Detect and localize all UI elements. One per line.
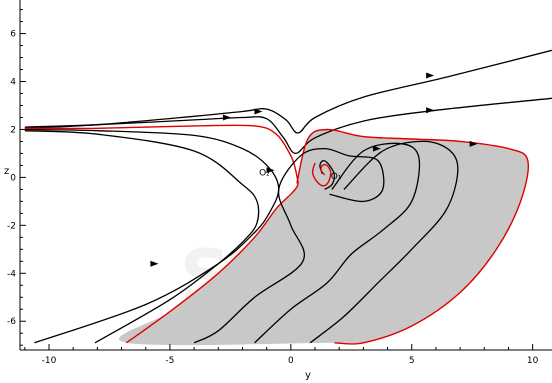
arrowhead-5 [266, 167, 275, 174]
basin-fill [118, 129, 529, 346]
x-tick-label: 0 [288, 356, 294, 366]
separatrix-curve-4 [24, 124, 299, 183]
y-tick-label: -6 [7, 317, 16, 327]
x-axis-ticks: -10 -5 0 5 10 [24, 344, 539, 366]
y-axis-label: z [4, 166, 9, 177]
trajectory-curve-3 [24, 130, 260, 344]
y-tick-label: -2 [7, 221, 16, 231]
y-tick-label: 4 [10, 78, 16, 88]
separatrix-curve-5 [125, 182, 299, 344]
arrowhead-4 [150, 260, 159, 267]
basin-region [118, 129, 529, 346]
arrowhead-2 [222, 114, 231, 121]
trajectory-curve-10 [319, 159, 336, 190]
arrowhead-3 [254, 108, 263, 115]
y-tick-label: 2 [10, 125, 16, 135]
axes [19, 0, 552, 351]
trajectories [24, 49, 552, 345]
x-axis-label: y [305, 370, 311, 381]
trajectory-curve-7 [193, 147, 385, 344]
equilibrium-label: O₁ [331, 172, 342, 182]
x-tick-label: 5 [409, 356, 415, 366]
arrowhead-6 [372, 145, 381, 152]
arrowhead-0 [426, 72, 435, 79]
trajectory-curve-8 [254, 142, 421, 344]
separatrix-curve-6 [296, 128, 529, 345]
equilibrium-points: O₁ O₂ [259, 168, 342, 182]
arrowhead-7 [469, 140, 478, 147]
equilibrium-label: O₂ [259, 168, 270, 178]
y-tick-label: -4 [7, 269, 16, 279]
y-tick-label: 6 [10, 30, 16, 40]
arrowhead-1 [426, 107, 435, 114]
trajectory-curve-0 [24, 49, 552, 134]
y-axis-ticks: -6 -4 -2 0 2 4 6 [7, 9, 26, 346]
trajectory-curve-1 [24, 97, 552, 155]
x-tick-label: -10 [42, 356, 57, 366]
x-tick-label: 10 [527, 356, 539, 366]
x-tick-label: -5 [165, 356, 174, 366]
trajectory-curve-9 [309, 140, 459, 344]
separatrix-curve-11 [311, 162, 332, 187]
direction-arrows [150, 72, 478, 267]
y-tick-label: 0 [10, 173, 16, 183]
